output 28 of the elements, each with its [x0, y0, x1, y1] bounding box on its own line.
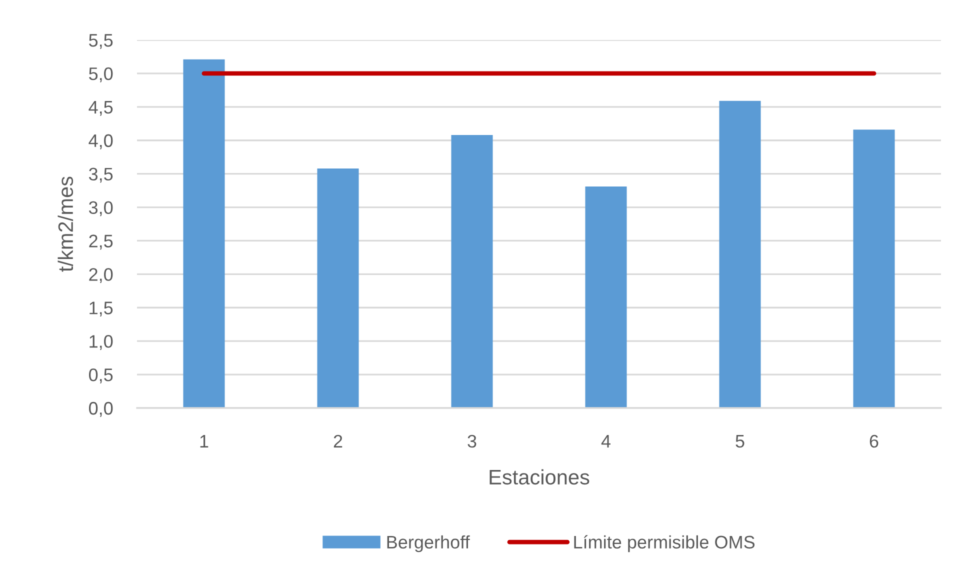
bar [719, 100, 761, 408]
bar [183, 59, 225, 408]
x-axis-title: Estaciones [490, 469, 590, 485]
y-tick-label: 1,0 [90, 335, 113, 350]
y-tick-label: 2,0 [89, 268, 113, 284]
y-tick-label: 0,0 [88, 402, 113, 417]
y-tick-label: 3,0 [88, 201, 113, 216]
x-tick-label: 4 [601, 435, 610, 448]
y-tick-label: 4,5 [88, 101, 113, 116]
y-tick-label: 2,5 [89, 234, 113, 250]
bar [317, 168, 359, 408]
x-tick-label: 1 [200, 435, 208, 448]
x-tick-label: 2 [334, 434, 342, 448]
y-tick-label: 5,5 [89, 34, 113, 49]
y-tick-label: 5,0 [89, 67, 113, 82]
y-tick-label: 3,5 [88, 168, 113, 183]
y-axis-title: t/km2/mes [58, 176, 74, 272]
x-tick-label: 5 [736, 435, 744, 448]
bar [853, 130, 895, 408]
y-tick-label: 4,0 [88, 134, 113, 150]
y-tick-label: 0,5 [88, 368, 113, 384]
y-tick-label: 1,5 [90, 302, 113, 316]
x-tick-label: 6 [870, 434, 878, 448]
bar [451, 135, 493, 408]
bar [585, 186, 627, 408]
legend-label: Bergerhoff [387, 535, 470, 552]
legend-label: Límite permisible OMS [574, 535, 755, 552]
x-tick-label: 3 [468, 434, 476, 448]
